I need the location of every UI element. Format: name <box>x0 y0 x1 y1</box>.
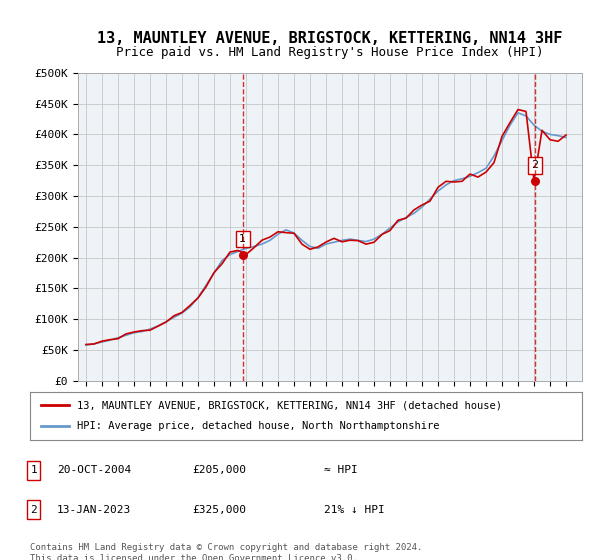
Text: 1: 1 <box>30 465 37 475</box>
Text: ≈ HPI: ≈ HPI <box>324 465 358 475</box>
Point <box>238 250 248 259</box>
Text: 2: 2 <box>531 160 538 170</box>
Text: £205,000: £205,000 <box>192 465 246 475</box>
Text: 1: 1 <box>239 234 246 244</box>
Text: 13, MAUNTLEY AVENUE, BRIGSTOCK, KETTERING, NN14 3HF (detached house): 13, MAUNTLEY AVENUE, BRIGSTOCK, KETTERIN… <box>77 400 502 410</box>
Point <box>530 176 539 185</box>
Text: 13, MAUNTLEY AVENUE, BRIGSTOCK, KETTERING, NN14 3HF: 13, MAUNTLEY AVENUE, BRIGSTOCK, KETTERIN… <box>97 31 563 46</box>
Text: £325,000: £325,000 <box>192 505 246 515</box>
Text: 20-OCT-2004: 20-OCT-2004 <box>57 465 131 475</box>
Text: 2: 2 <box>30 505 37 515</box>
Text: Price paid vs. HM Land Registry's House Price Index (HPI): Price paid vs. HM Land Registry's House … <box>116 46 544 59</box>
Text: 13-JAN-2023: 13-JAN-2023 <box>57 505 131 515</box>
Text: Contains HM Land Registry data © Crown copyright and database right 2024.
This d: Contains HM Land Registry data © Crown c… <box>30 543 422 560</box>
Text: 21% ↓ HPI: 21% ↓ HPI <box>324 505 385 515</box>
Text: HPI: Average price, detached house, North Northamptonshire: HPI: Average price, detached house, Nort… <box>77 421 439 431</box>
